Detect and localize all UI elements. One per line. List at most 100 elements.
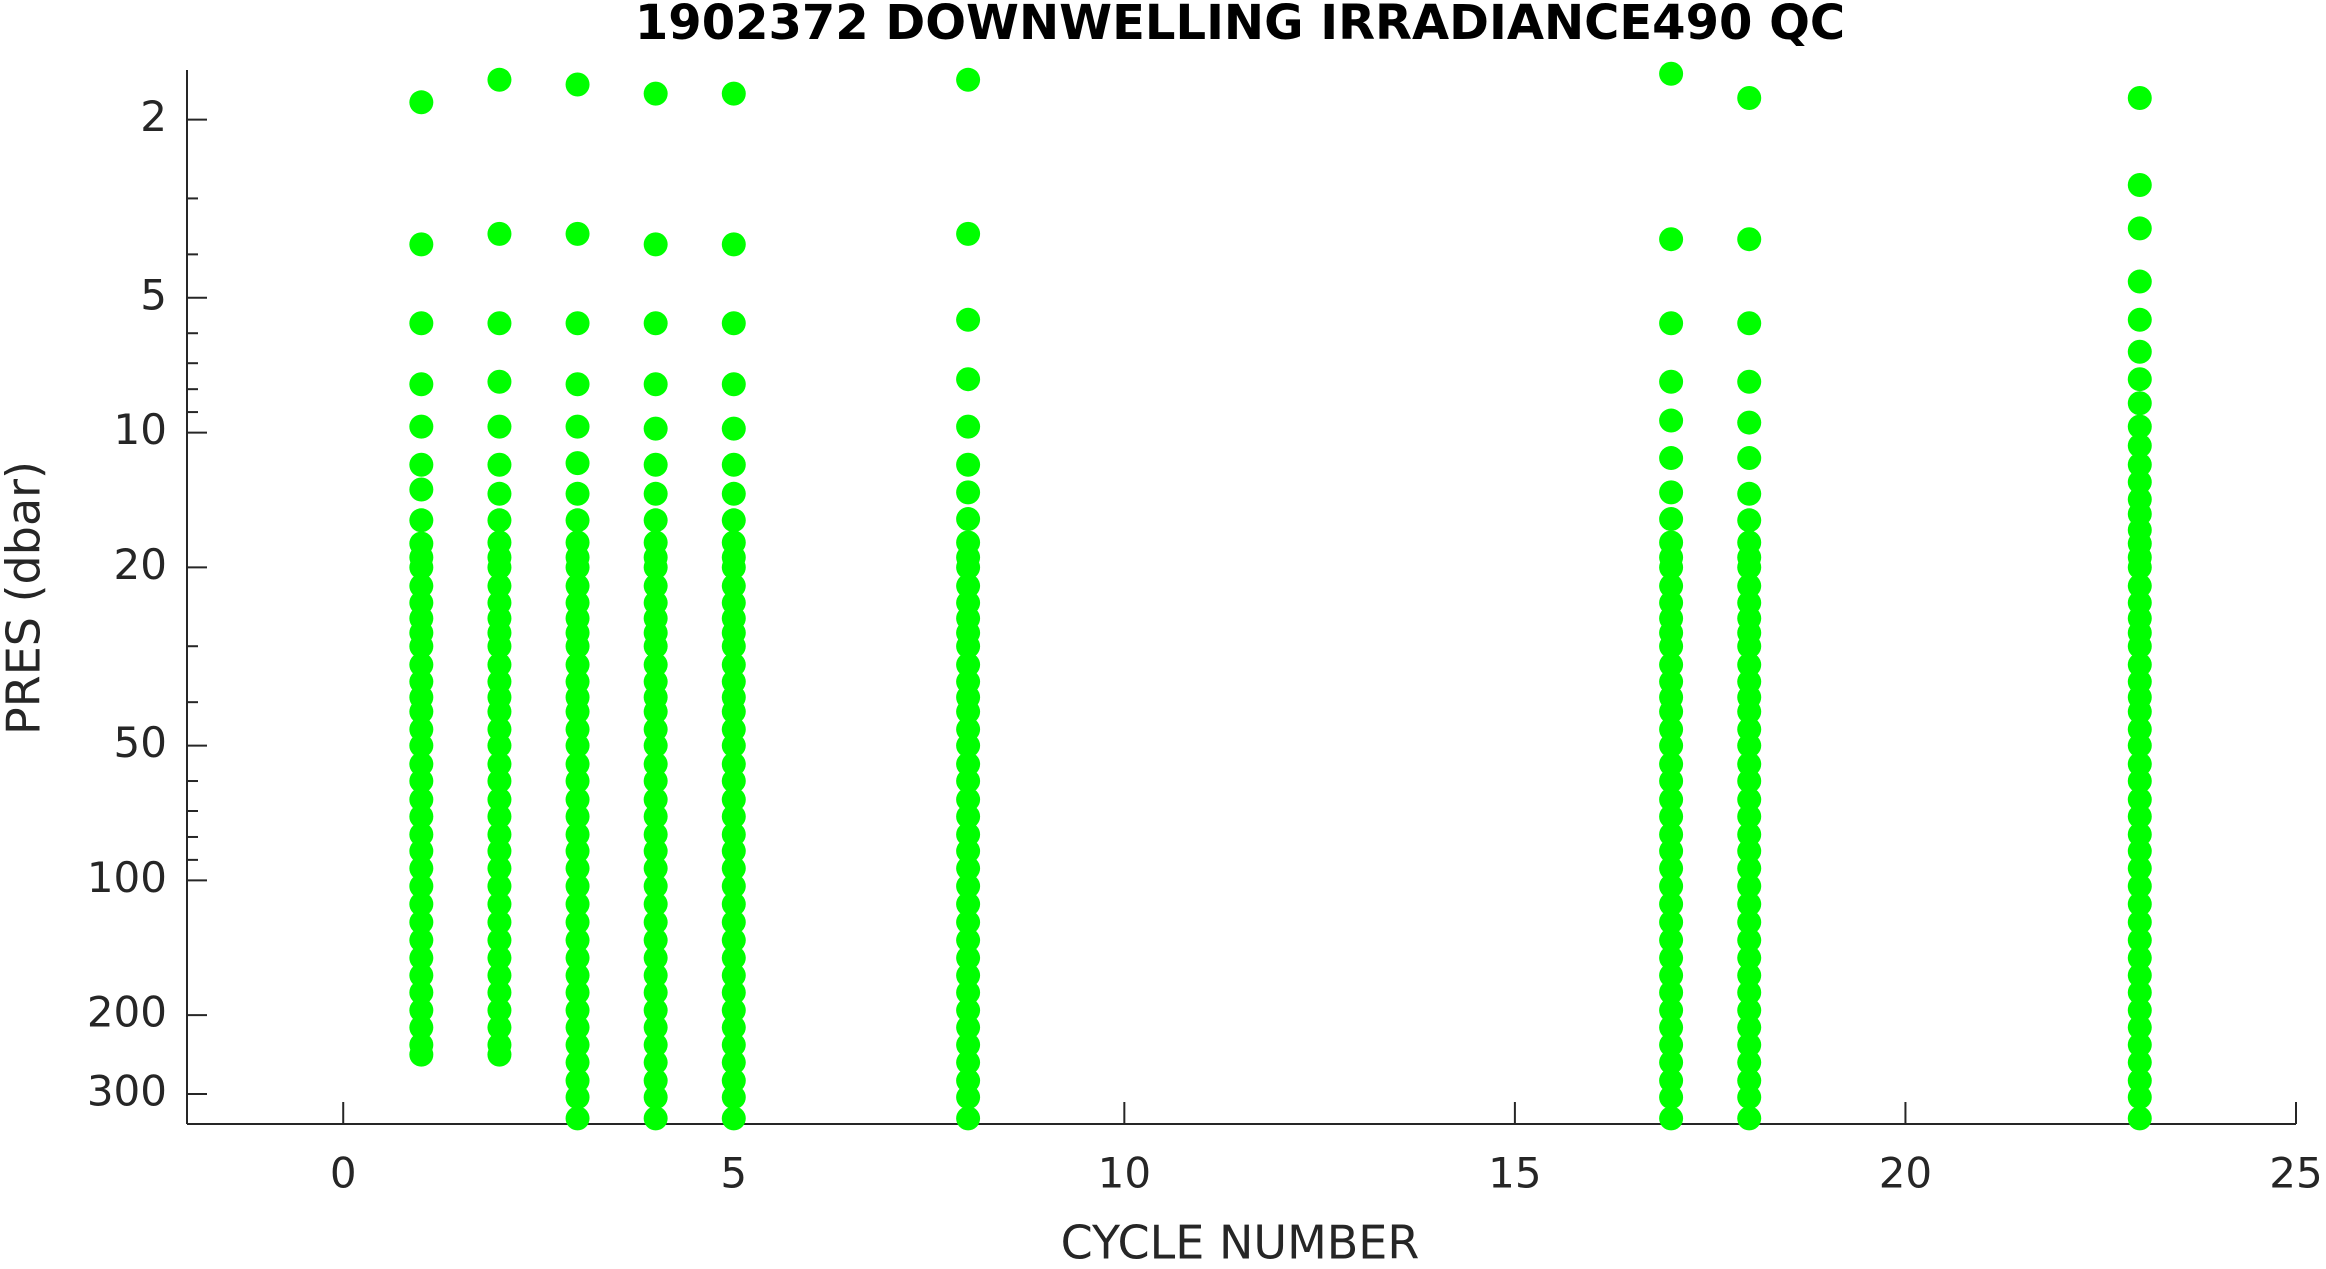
data-point — [956, 752, 981, 777]
data-point — [721, 787, 746, 812]
data-point — [1737, 311, 1762, 336]
data-point — [1659, 874, 1684, 899]
data-point — [956, 1068, 981, 1093]
data-point — [565, 1068, 590, 1093]
data-point — [956, 507, 981, 532]
data-point — [565, 752, 590, 777]
data-point — [1737, 1068, 1762, 1093]
data-point — [2127, 339, 2152, 364]
data-point — [2127, 1050, 2152, 1075]
data-point — [1659, 928, 1684, 953]
data-point — [956, 874, 981, 899]
data-point — [565, 414, 590, 439]
data-point — [487, 998, 512, 1023]
data-point — [956, 1106, 981, 1131]
data-point — [1737, 769, 1762, 794]
data-point — [643, 555, 668, 580]
data-point — [643, 856, 668, 881]
data-point — [409, 769, 434, 794]
data-point — [2127, 391, 2152, 416]
data-point — [565, 634, 590, 659]
data-point — [956, 733, 981, 758]
data-point — [409, 980, 434, 1005]
data-point — [721, 311, 746, 336]
data-point — [956, 573, 981, 598]
data-point — [1659, 480, 1684, 505]
data-point — [721, 928, 746, 953]
data-point — [409, 752, 434, 777]
data-point — [721, 555, 746, 580]
data-point — [1737, 733, 1762, 758]
data-point — [643, 416, 668, 441]
data-point — [643, 874, 668, 899]
data-point — [956, 307, 981, 332]
data-point — [721, 372, 746, 397]
data-point — [956, 928, 981, 953]
data-point — [1737, 998, 1762, 1023]
data-point — [565, 980, 590, 1005]
data-point — [956, 414, 981, 439]
y-tick-label: 100 — [87, 853, 167, 902]
data-point — [721, 910, 746, 935]
data-point — [721, 1032, 746, 1057]
data-point — [1659, 1050, 1684, 1075]
data-point — [956, 910, 981, 935]
data-point — [565, 839, 590, 864]
data-point — [2127, 769, 2152, 794]
data-point — [643, 769, 668, 794]
data-point — [565, 372, 590, 397]
data-point — [956, 652, 981, 677]
data-point — [956, 367, 981, 392]
data-point — [565, 1050, 590, 1075]
data-point — [956, 892, 981, 917]
data-point — [1737, 446, 1762, 471]
data-point — [1737, 1050, 1762, 1075]
data-point — [409, 652, 434, 677]
data-point — [2127, 470, 2152, 495]
y-tick-label: 300 — [87, 1067, 167, 1116]
data-point — [2127, 307, 2152, 332]
data-point — [721, 634, 746, 659]
data-point — [721, 733, 746, 758]
data-point — [409, 555, 434, 580]
data-point — [487, 839, 512, 864]
data-point — [2127, 652, 2152, 677]
data-point — [1659, 1085, 1684, 1110]
data-point — [2127, 1015, 2152, 1040]
data-point — [956, 699, 981, 724]
data-point — [565, 311, 590, 336]
data-point — [721, 874, 746, 899]
data-point — [487, 369, 512, 394]
data-point — [956, 634, 981, 659]
data-point — [1737, 555, 1762, 580]
data-point — [2127, 822, 2152, 847]
data-point — [565, 804, 590, 829]
data-point — [721, 804, 746, 829]
data-point — [409, 787, 434, 812]
data-point — [565, 1015, 590, 1040]
data-point — [487, 508, 512, 533]
data-point — [1737, 699, 1762, 724]
data-point — [2127, 452, 2152, 477]
data-point — [487, 874, 512, 899]
data-point — [1737, 481, 1762, 506]
data-point — [565, 652, 590, 677]
data-point — [409, 839, 434, 864]
data-point — [2127, 173, 2152, 198]
data-point — [721, 945, 746, 970]
data-point — [1659, 311, 1684, 336]
data-point — [565, 733, 590, 758]
data-point — [721, 508, 746, 533]
x-tick-label: 20 — [1879, 1149, 1932, 1198]
data-point — [409, 414, 434, 439]
data-point — [1737, 752, 1762, 777]
data-point — [1737, 839, 1762, 864]
data-point — [1737, 1015, 1762, 1040]
data-point — [565, 874, 590, 899]
data-point — [643, 998, 668, 1023]
data-point — [643, 1050, 668, 1075]
data-point — [721, 1085, 746, 1110]
data-point — [1659, 1106, 1684, 1131]
data-point — [409, 634, 434, 659]
data-point — [1659, 1015, 1684, 1040]
